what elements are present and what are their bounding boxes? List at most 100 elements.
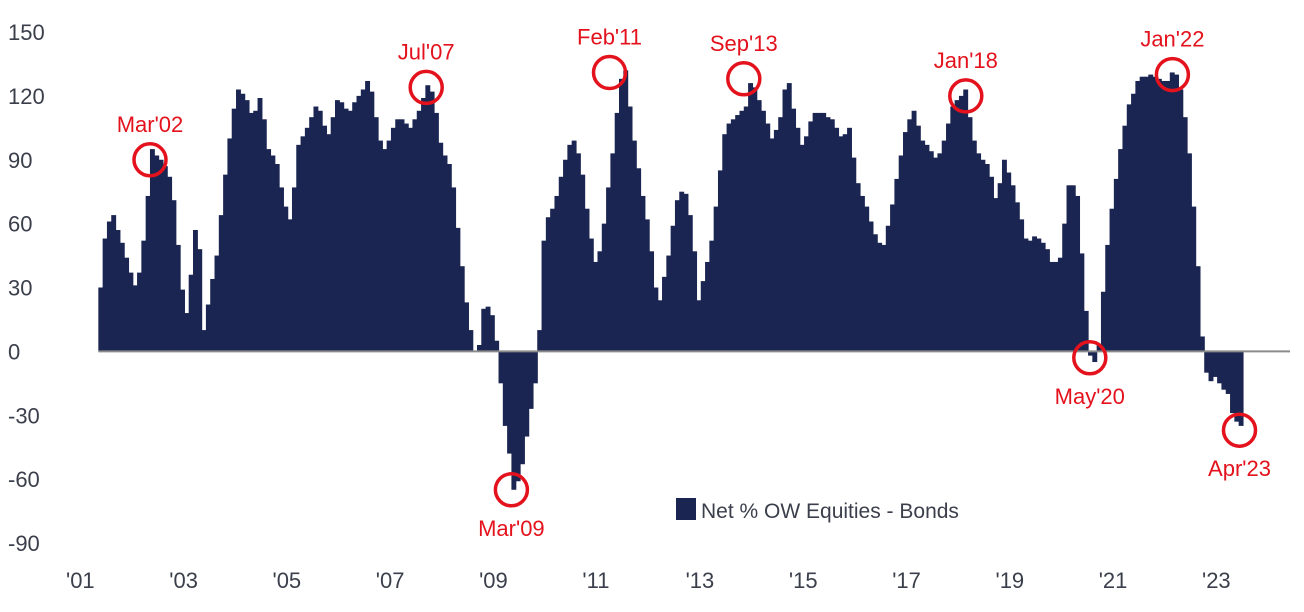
annotation-label: Apr'23	[1208, 456, 1271, 481]
bar	[950, 106, 956, 352]
bar	[743, 106, 749, 352]
bar	[489, 315, 495, 352]
bar	[915, 125, 921, 352]
bar	[717, 170, 723, 352]
bar	[438, 142, 444, 352]
bar	[1006, 172, 1012, 352]
bar	[137, 272, 142, 352]
bar	[180, 289, 185, 352]
x-tick-label: '19	[996, 568, 1025, 593]
bar	[1169, 72, 1175, 352]
bar	[236, 89, 241, 352]
bar	[171, 200, 177, 352]
y-tick-label: -90	[8, 531, 40, 556]
x-tick-label: '07	[376, 568, 405, 593]
bar	[816, 112, 822, 352]
annotation-circle	[493, 472, 530, 508]
bar	[653, 287, 659, 352]
bar	[429, 91, 435, 352]
bar	[696, 300, 702, 352]
bar	[1191, 206, 1197, 352]
bar	[709, 240, 715, 352]
bar	[808, 121, 814, 352]
bar	[1027, 240, 1033, 352]
bar	[614, 112, 620, 352]
bar	[976, 153, 982, 352]
bar	[782, 89, 788, 352]
bar	[606, 187, 611, 352]
bar	[167, 176, 173, 352]
bar	[868, 221, 874, 352]
annotation-circle	[1221, 412, 1258, 448]
bar	[248, 112, 254, 352]
bar	[631, 140, 637, 352]
annotation-label: May'20	[1055, 384, 1125, 409]
bar	[842, 134, 848, 352]
x-tick-label: '13	[686, 568, 715, 593]
bar	[378, 140, 383, 352]
bar	[941, 140, 947, 352]
bar	[154, 155, 160, 352]
bar	[674, 200, 680, 352]
bar	[1105, 244, 1111, 352]
bar	[864, 206, 870, 352]
bar	[347, 110, 353, 352]
bar	[1148, 74, 1154, 352]
bar	[851, 157, 857, 352]
bar	[601, 223, 607, 352]
bar	[270, 155, 276, 352]
bar	[197, 249, 203, 352]
bar	[132, 285, 138, 352]
bar	[494, 340, 500, 352]
bar	[705, 261, 710, 352]
bar	[1143, 76, 1149, 352]
annotation-circle	[591, 54, 628, 91]
bar	[485, 306, 491, 352]
bar	[1187, 153, 1192, 352]
annotation-circle	[726, 61, 762, 97]
bar	[958, 95, 964, 352]
x-tick-label: '23	[1202, 568, 1231, 593]
bar	[464, 302, 469, 352]
legend-swatch	[676, 498, 696, 520]
bar	[266, 149, 272, 352]
bar	[752, 87, 758, 352]
bar	[898, 155, 904, 352]
bar	[360, 89, 366, 352]
y-tick-label: -60	[8, 467, 40, 492]
bar	[670, 225, 676, 352]
bar	[541, 240, 547, 352]
annotation-label: Mar'09	[478, 516, 545, 541]
bar	[244, 100, 250, 352]
bar	[920, 140, 926, 352]
bar	[218, 215, 224, 352]
bar	[580, 174, 586, 352]
bar	[141, 240, 147, 352]
bar	[1062, 223, 1068, 352]
bar	[877, 242, 883, 352]
bar	[748, 83, 753, 352]
x-tick-label: '03	[169, 568, 198, 593]
bar	[188, 274, 194, 352]
bar	[563, 159, 568, 352]
bar	[1135, 80, 1141, 352]
bar	[1152, 76, 1158, 352]
bar	[907, 119, 913, 352]
bar	[1225, 351, 1231, 394]
bar	[149, 149, 155, 352]
bar	[963, 89, 969, 352]
bar	[326, 134, 332, 352]
annotation-label: Feb'11	[577, 25, 642, 50]
bar	[989, 176, 994, 352]
bar	[769, 138, 775, 352]
bar	[283, 206, 289, 352]
bar	[162, 166, 168, 352]
bar	[1126, 104, 1132, 352]
bar	[425, 85, 431, 352]
bar	[274, 164, 280, 352]
bar	[980, 159, 986, 352]
bar	[524, 351, 530, 437]
bar	[1014, 202, 1020, 352]
bar	[223, 174, 229, 352]
